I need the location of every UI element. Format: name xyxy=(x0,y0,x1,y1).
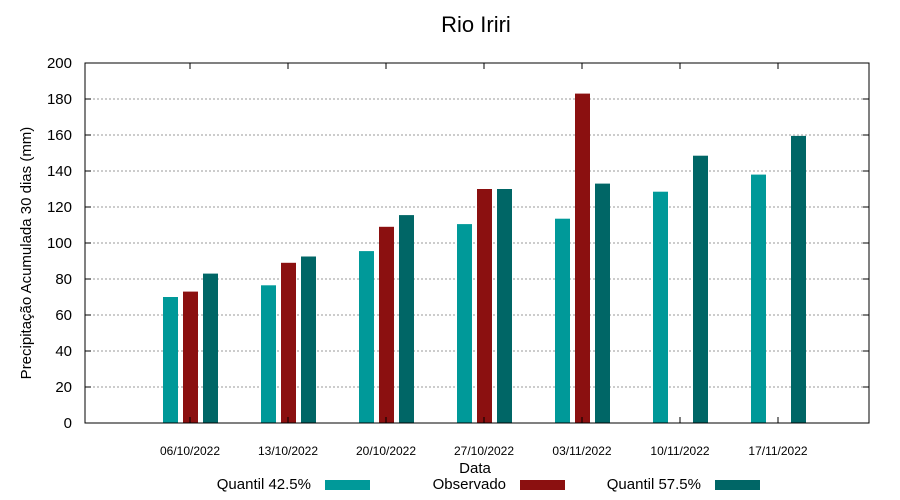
y-tick-label: 100 xyxy=(47,235,72,252)
legend: Quantil 42.5% Observado Quantil 57.5% xyxy=(217,476,760,493)
x-tick-label: 03/11/2022 xyxy=(552,444,611,458)
bar xyxy=(653,191,668,423)
y-tick-label: 120 xyxy=(47,199,72,216)
legend-label: Quantil 57.5% xyxy=(607,476,701,493)
y-tick-label: 80 xyxy=(55,271,72,288)
bar xyxy=(497,189,512,423)
bar xyxy=(359,251,374,423)
y-tick-label: 140 xyxy=(47,163,72,180)
y-tick-label: 200 xyxy=(47,55,72,72)
x-tick-label: 13/10/2022 xyxy=(258,444,318,458)
bar xyxy=(281,262,296,423)
chart-title: Rio Iriri xyxy=(441,12,511,37)
bar xyxy=(379,226,394,423)
y-tick-label: 60 xyxy=(55,307,72,324)
bar xyxy=(261,285,276,423)
bar xyxy=(575,93,590,423)
x-axis-label: Data xyxy=(459,460,491,477)
y-tick-label: 20 xyxy=(55,379,72,396)
x-tick-label: 10/11/2022 xyxy=(650,444,709,458)
x-tick-label: 17/11/2022 xyxy=(748,444,807,458)
bar xyxy=(457,224,472,423)
legend-swatch xyxy=(325,480,370,490)
bar xyxy=(183,291,198,423)
legend-swatch xyxy=(520,480,565,490)
y-tick-label: 0 xyxy=(64,415,72,432)
bar xyxy=(751,174,766,423)
y-axis-label: Precipitação Acumulada 30 dias (mm) xyxy=(18,127,35,380)
bar xyxy=(301,256,316,423)
bar xyxy=(791,135,806,423)
x-tick-label: 06/10/2022 xyxy=(160,444,220,458)
x-tick-label: 20/10/2022 xyxy=(356,444,416,458)
bar xyxy=(163,297,178,423)
x-ticks: 06/10/2022 13/10/2022 20/10/2022 27/10/2022… xyxy=(160,63,808,458)
bar xyxy=(693,155,708,423)
bar xyxy=(595,183,610,423)
y-tick-label: 40 xyxy=(55,343,72,360)
bar xyxy=(203,273,218,423)
legend-swatch xyxy=(715,480,760,490)
bars xyxy=(163,93,806,423)
bar xyxy=(477,189,492,423)
legend-label: Observado xyxy=(433,476,506,493)
y-tick-label: 180 xyxy=(47,91,72,108)
bar xyxy=(399,215,414,423)
bar xyxy=(555,218,570,423)
x-tick-label: 27/10/2022 xyxy=(454,444,514,458)
legend-label: Quantil 42.5% xyxy=(217,476,311,493)
y-ticks: 0 20 40 60 80 100 120 140 160 180 200 xyxy=(47,55,869,432)
y-tick-label: 160 xyxy=(47,127,72,144)
